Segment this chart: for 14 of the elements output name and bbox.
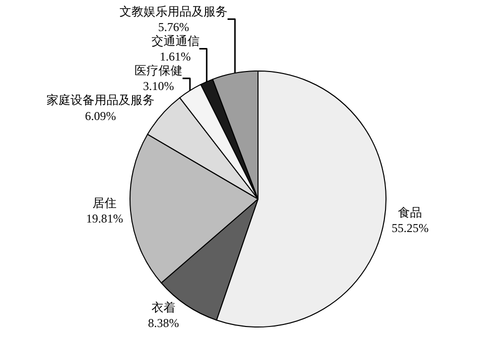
data-label: 6.09% bbox=[85, 108, 116, 123]
data-label: 5.76% bbox=[158, 20, 190, 34]
slice-label: 居住 bbox=[92, 196, 117, 210]
slice-label: 食品 bbox=[398, 206, 422, 220]
slice-label: 医疗保健 bbox=[134, 64, 183, 78]
slice-label: 交通通信 bbox=[151, 34, 200, 48]
slice-label: 家庭设备用品及服务 bbox=[46, 93, 155, 108]
data-label: 55.25% bbox=[392, 221, 429, 236]
data-label: 8.38% bbox=[148, 316, 180, 330]
data-label: 3.10% bbox=[143, 79, 174, 94]
slice-label: 衣着 bbox=[152, 300, 176, 315]
slice-label: 文教娱乐用品及服务 bbox=[120, 4, 228, 18]
data-label: 19.81% bbox=[86, 212, 124, 226]
data-label: 1.61% bbox=[160, 50, 191, 64]
